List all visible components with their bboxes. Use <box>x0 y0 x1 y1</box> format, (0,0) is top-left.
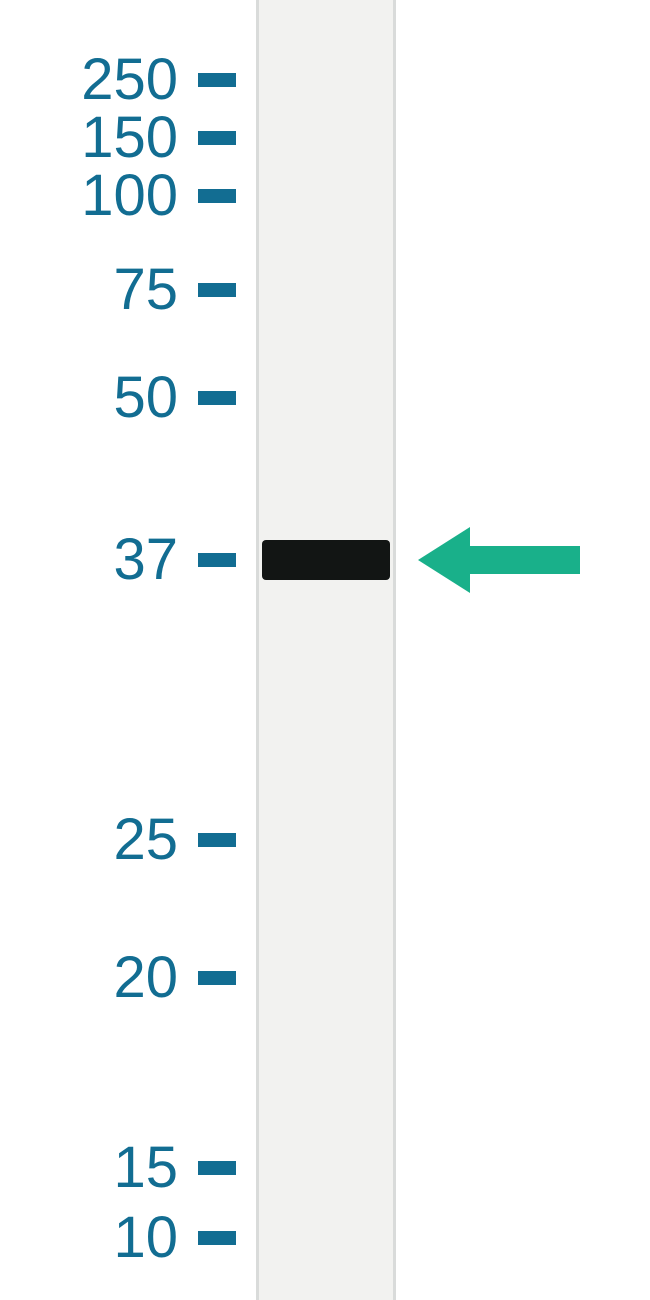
ladder-label: 25 <box>113 811 178 869</box>
protein-band <box>262 540 390 578</box>
ladder-tick <box>198 73 236 87</box>
ladder-label: 50 <box>113 369 178 427</box>
ladder-tick <box>198 283 236 297</box>
ladder-tick <box>198 189 236 203</box>
ladder-tick <box>198 131 236 145</box>
ladder-label: 75 <box>113 261 178 319</box>
ladder-label: 150 <box>81 109 178 167</box>
arrow-shaft <box>470 546 580 574</box>
ladder-tick <box>198 971 236 985</box>
ladder-tick <box>198 391 236 405</box>
western-blot-figure: 250150100 75 50 37 25 20 15 10 <box>0 0 650 1300</box>
ladder-label: 250 <box>81 51 178 109</box>
ladder-tick <box>198 833 236 847</box>
ladder-tick <box>198 1161 236 1175</box>
ladder-tick <box>198 1231 236 1245</box>
ladder-label: 15 <box>113 1139 178 1197</box>
ladder-label: 37 <box>113 531 178 589</box>
ladder-tick <box>198 553 236 567</box>
ladder-label: 10 <box>113 1209 178 1267</box>
blot-lane <box>256 0 396 1300</box>
arrow-head-icon <box>418 527 470 593</box>
ladder-label: 100 <box>81 167 178 225</box>
ladder-label: 20 <box>113 949 178 1007</box>
